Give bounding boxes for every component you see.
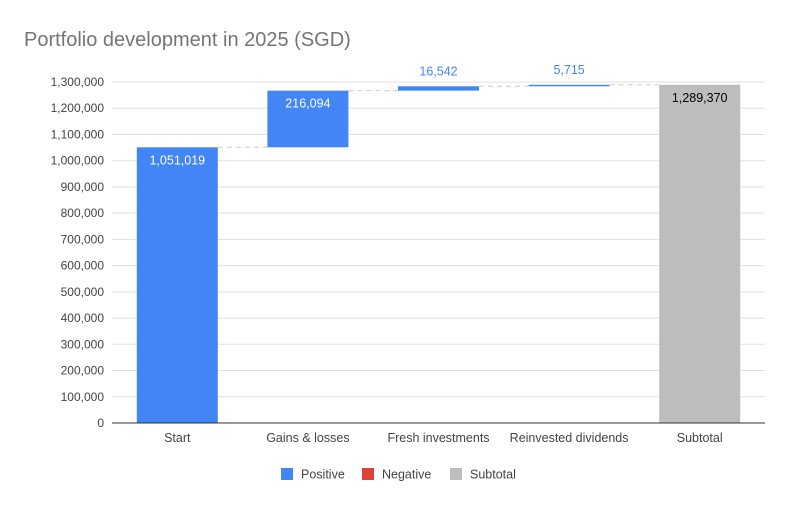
- bar-positive: [528, 84, 610, 87]
- grid-lines: [112, 81, 765, 398]
- y-tick-label: 1,300,000: [51, 75, 105, 89]
- x-category-label: Fresh investments: [387, 431, 489, 445]
- bar-positive: [267, 90, 349, 148]
- data-label: 1,289,370: [672, 91, 728, 105]
- data-labels: 1,051,019 216,094 16,542 5,715 1,289,370: [149, 63, 727, 168]
- data-label: 216,094: [285, 97, 330, 111]
- bar-positive: [136, 147, 218, 423]
- data-label: 1,051,019: [149, 153, 205, 167]
- data-label: 16,542: [419, 64, 457, 78]
- chart-title: Portfolio development in 2025 (SGD): [24, 29, 351, 51]
- legend-label: Positive: [301, 468, 345, 482]
- x-axis-categories: Start Gains & losses Fresh investments Rein…: [164, 431, 723, 445]
- legend: Positive Negative Subtotal: [281, 468, 516, 482]
- y-tick-label: 600,000: [61, 259, 105, 273]
- x-category-label: Subtotal: [677, 431, 723, 445]
- y-tick-label: 500,000: [61, 285, 105, 299]
- bar-positive: [398, 86, 479, 91]
- x-category-label: Start: [164, 431, 191, 445]
- y-tick-label: 1,100,000: [51, 127, 105, 141]
- legend-swatch-subtotal: [450, 468, 462, 480]
- y-tick-label: 100,000: [61, 390, 105, 404]
- x-category-label: Gains & losses: [266, 431, 349, 445]
- y-tick-label: 900,000: [61, 180, 105, 194]
- legend-swatch-positive: [281, 468, 293, 480]
- y-tick-label: 400,000: [61, 311, 105, 325]
- y-tick-label: 200,000: [61, 364, 105, 378]
- x-category-label: Reinvested dividends: [510, 431, 629, 445]
- y-tick-label: 1,000,000: [51, 154, 105, 168]
- legend-swatch-negative: [362, 468, 374, 480]
- data-label: 5,715: [553, 63, 584, 77]
- legend-label: Subtotal: [470, 468, 516, 482]
- y-tick-label: 300,000: [61, 337, 105, 351]
- y-tick-label: 1,200,000: [51, 101, 105, 115]
- legend-label: Negative: [382, 468, 431, 482]
- y-axis-ticks: 0 100,000 200,000 300,000 400,000 500,000 600,…: [51, 75, 105, 430]
- y-tick-label: 800,000: [61, 206, 105, 220]
- bar-subtotal: [659, 84, 741, 423]
- bars: [136, 84, 741, 423]
- y-tick-label: 0: [97, 416, 104, 430]
- y-tick-label: 700,000: [61, 232, 105, 246]
